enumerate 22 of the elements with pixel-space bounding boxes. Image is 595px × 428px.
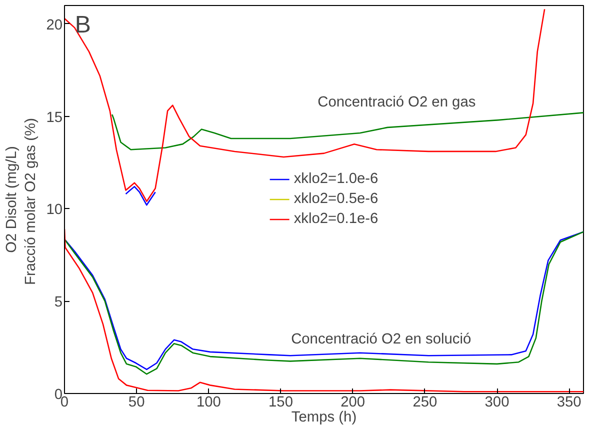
x-tick-label: 150: [268, 394, 293, 410]
x-axis-title: Temps (h): [291, 410, 357, 426]
x-tick-label: 100: [196, 394, 221, 410]
line-series: [111, 112, 584, 150]
legend-label: xklo2=0.5e-6: [294, 191, 378, 207]
y-tick-label: 10: [46, 202, 63, 218]
x-tick-label: 300: [484, 394, 510, 410]
y-tick-label: 5: [54, 294, 63, 311]
x-tick-label: 350: [556, 394, 582, 410]
legend-label: xklo2=1.0e-6: [294, 171, 378, 187]
y-tick-label: 15: [46, 110, 63, 126]
annotation: B: [74, 11, 91, 38]
x-tick-label: 200: [340, 394, 366, 410]
line-series: [125, 186, 156, 206]
annotation: Concentració O2 en solució: [291, 331, 472, 348]
y-tick-label: 20: [46, 17, 63, 34]
x-tick-label: 50: [128, 394, 145, 410]
y-axis-title: O2 Disolt (mg/L) Fracció molar O2 gas (%): [4, 118, 40, 286]
x-tick-label: 250: [412, 394, 438, 410]
line-series: [64, 8, 546, 202]
annotation: Concentració O2 en gas: [318, 94, 476, 111]
legend-label: xklo2=0.1e-6: [294, 211, 378, 227]
